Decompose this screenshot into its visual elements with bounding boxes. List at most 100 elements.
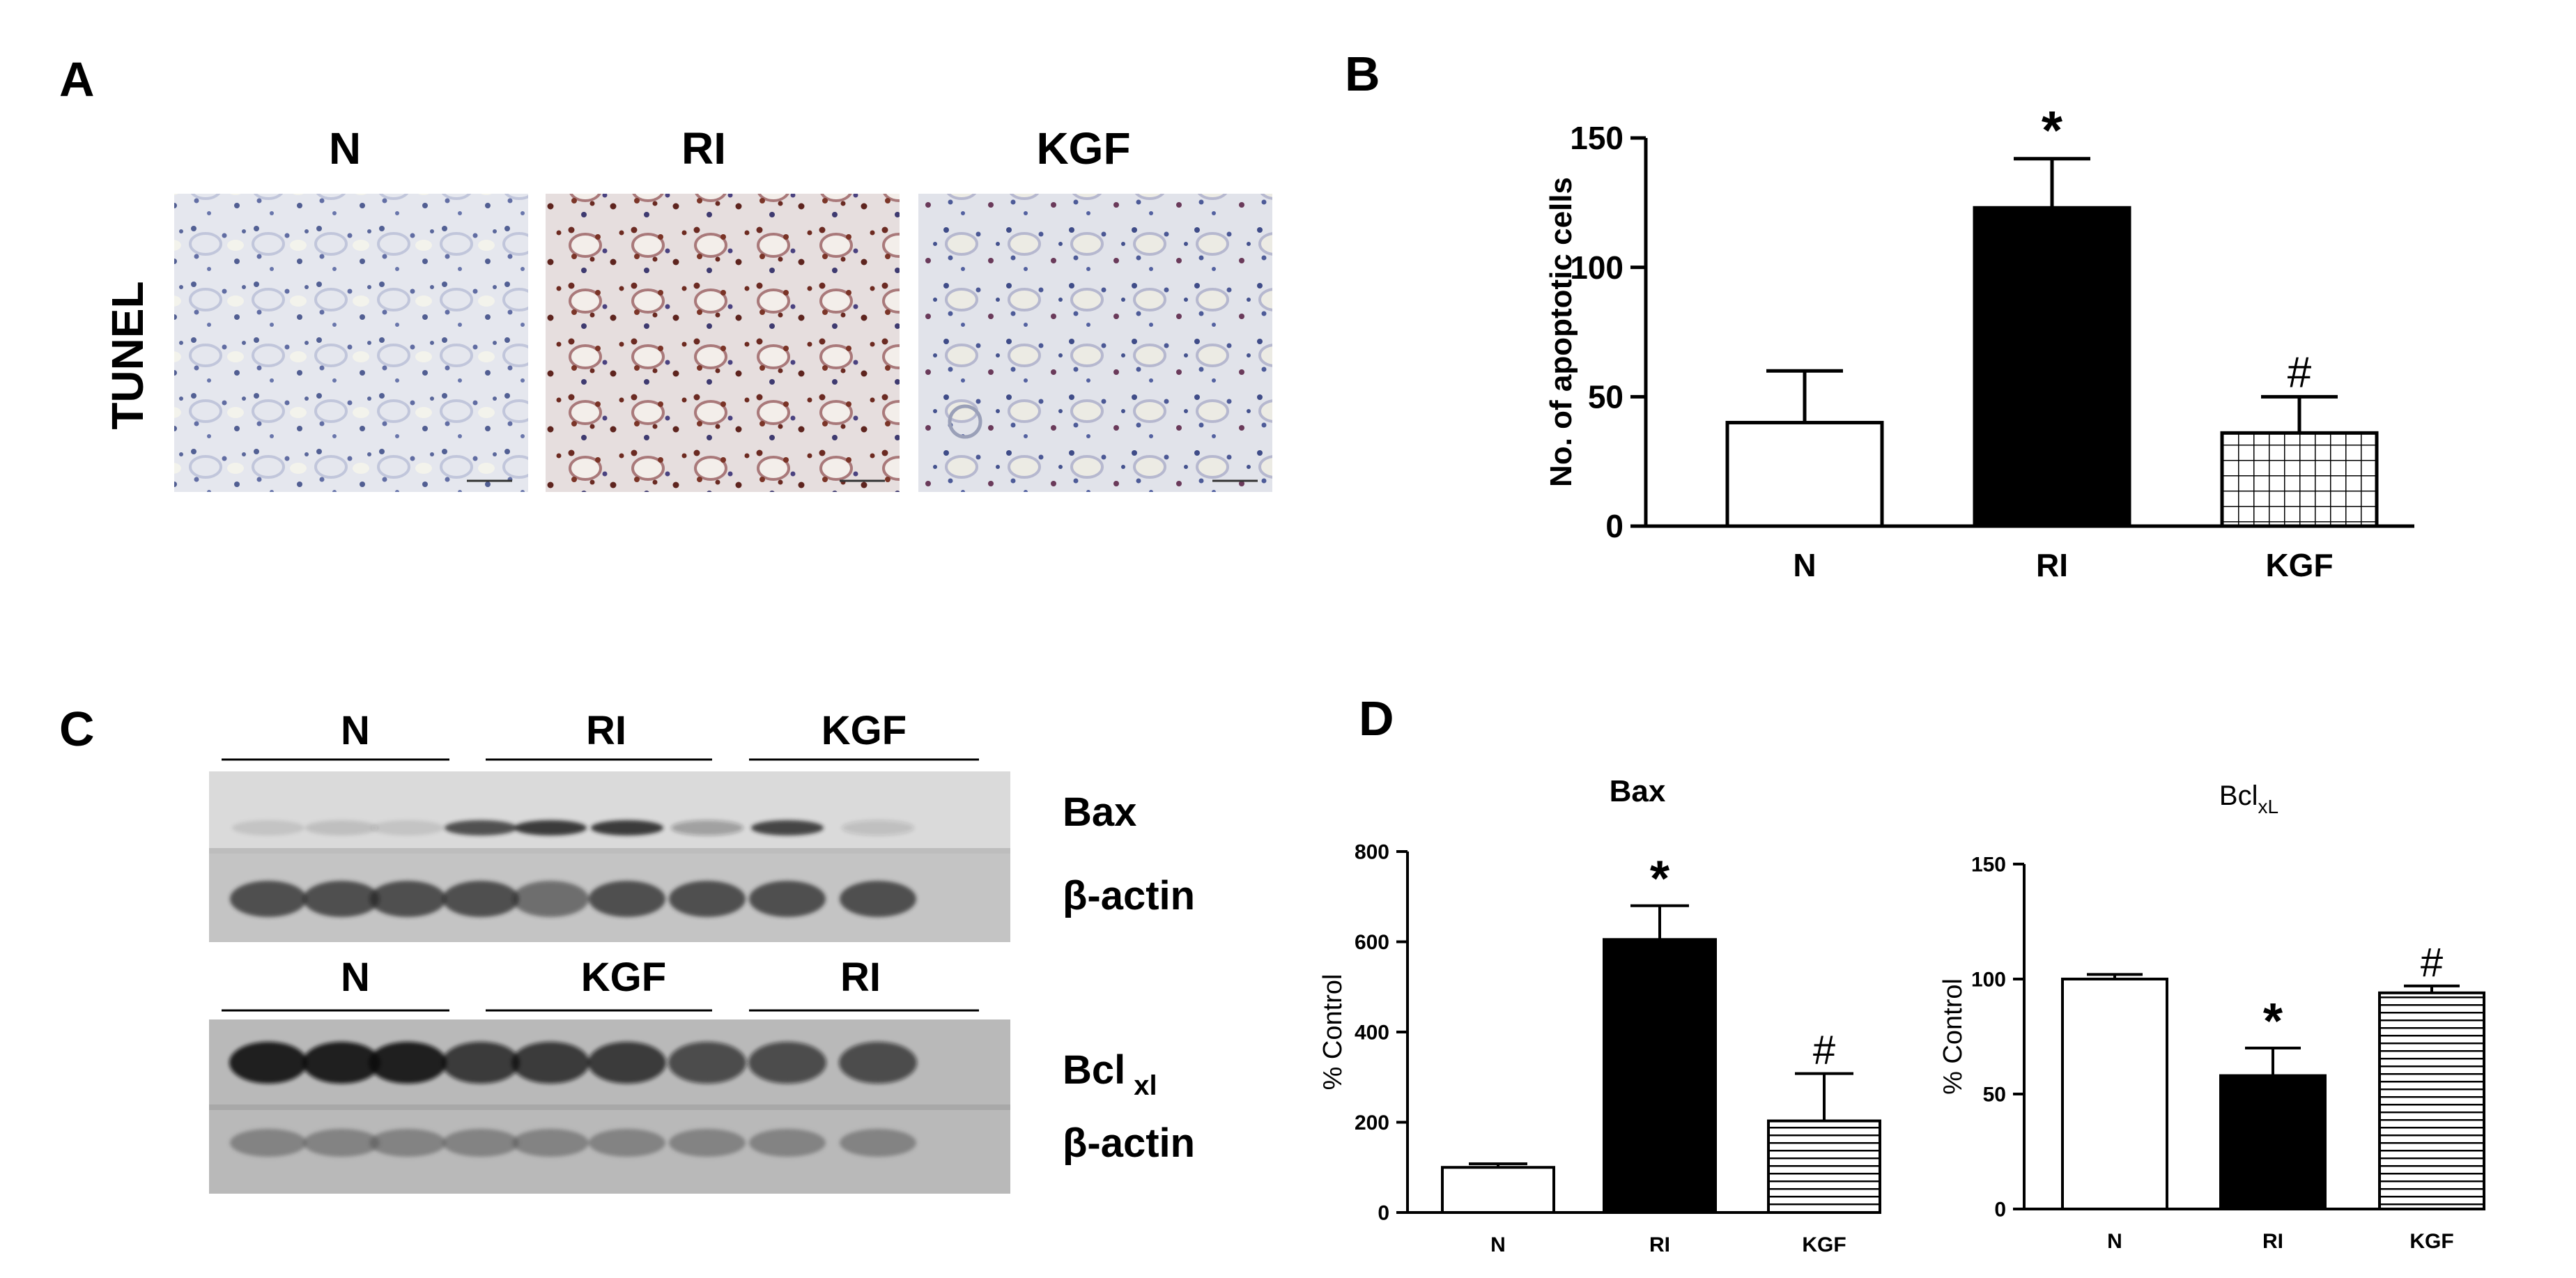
y-tick-label: 400 xyxy=(1355,1022,1389,1045)
panel-a-col-kgf-label: KGF xyxy=(1036,123,1130,174)
bar-kgf xyxy=(2378,991,2485,1211)
x-tick-label: RI xyxy=(1649,1233,1670,1256)
bax-band xyxy=(514,820,587,836)
bar-n xyxy=(1441,1166,1555,1214)
panel-b-letter: B xyxy=(1345,47,1380,101)
significance-mark: # xyxy=(2421,940,2443,985)
y-tick-label: 150 xyxy=(1971,854,2006,877)
bar-ri xyxy=(1973,206,2131,528)
panel-c: C N RI KGF Bax β-actin N KGF RI Bc xyxy=(59,702,1195,1194)
blot2-group-kgf: KGF xyxy=(581,955,666,1000)
actin-band xyxy=(749,1129,826,1157)
x-tick-label: RI xyxy=(2262,1230,2283,1253)
blot2-label-bcl-sub: xl xyxy=(1134,1070,1157,1101)
bax-band xyxy=(305,820,378,836)
micrograph-ri xyxy=(546,194,900,492)
bar-ri xyxy=(2219,1074,2327,1210)
panel-a-tunel-label: TUNEL xyxy=(102,281,153,429)
panel-d: D 0 200 400 600 800 % Control N RI * KGF # Bax 0 50 1… xyxy=(1318,691,2485,1256)
bar-kgf xyxy=(2220,431,2379,528)
actin-band xyxy=(840,1129,916,1157)
panel-b: B 0 50 100 150 No. of apoptotic cells N RI * KGF… xyxy=(1345,47,2414,583)
bcl-band xyxy=(302,1042,380,1084)
bar-n xyxy=(2061,978,2168,1210)
x-tick-label: RI xyxy=(2036,547,2068,583)
actin-band xyxy=(840,881,916,917)
significance-mark: # xyxy=(1813,1028,1835,1073)
bax-band xyxy=(671,820,743,836)
chart-title: BclxL xyxy=(2219,780,2278,817)
blot2-label-bcl-main: Bcl xyxy=(1063,1047,1125,1093)
actin-band xyxy=(230,881,307,917)
significance-mark: * xyxy=(2263,993,2283,1049)
actin-band xyxy=(669,881,746,917)
panel-a-letter: A xyxy=(59,52,95,107)
panel-a: A N RI KGF TUNEL xyxy=(59,52,1272,492)
micrograph-n xyxy=(174,194,528,492)
panel-a-col-ri-label: RI xyxy=(681,123,726,174)
y-tick-label: 100 xyxy=(1570,249,1624,286)
chart-title: Bax xyxy=(1610,774,1666,808)
western-blot-2 xyxy=(209,1019,1010,1194)
y-tick-label: 0 xyxy=(1994,1199,2006,1222)
micrograph-kgf xyxy=(918,194,1272,492)
chart-b: 0 50 100 150 No. of apoptotic cells N RI * KGF # xyxy=(1544,101,2414,583)
actin-band xyxy=(512,1129,589,1157)
actin-band xyxy=(589,881,665,917)
y-axis-label: % Control xyxy=(1938,978,1968,1095)
x-tick-label: N xyxy=(1793,547,1816,583)
blot2-label-actin: β-actin xyxy=(1063,1121,1195,1166)
bax-band xyxy=(751,820,824,836)
y-tick-label: 800 xyxy=(1355,841,1389,864)
bar-kgf xyxy=(1767,1119,1881,1214)
y-tick-label: 200 xyxy=(1355,1111,1389,1134)
y-tick-label: 150 xyxy=(1570,120,1624,156)
bcl-band xyxy=(369,1042,447,1084)
y-tick-label: 0 xyxy=(1605,508,1624,544)
bax-band xyxy=(842,820,914,836)
actin-band xyxy=(303,1129,380,1157)
actin-band xyxy=(303,881,380,917)
y-tick-label: 100 xyxy=(1971,969,2006,992)
actin-band xyxy=(669,1129,746,1157)
actin-band xyxy=(230,1129,307,1157)
y-axis-label: No. of apoptotic cells xyxy=(1544,177,1578,487)
bcl-band xyxy=(668,1042,746,1084)
bax-band xyxy=(371,820,444,836)
panel-d-letter: D xyxy=(1359,691,1394,746)
blot1-group-ri: RI xyxy=(586,708,626,753)
actin-band xyxy=(589,1129,665,1157)
bar-ri xyxy=(1603,938,1717,1214)
chart-d-left: 0 200 400 600 800 % Control N RI * KGF # Bax xyxy=(1318,774,1881,1256)
bcl-band xyxy=(748,1042,826,1084)
x-tick-label: KGF xyxy=(1802,1233,1846,1256)
x-tick-label: KGF xyxy=(2265,547,2333,583)
x-tick-label: N xyxy=(2107,1230,2122,1253)
significance-mark: * xyxy=(1650,851,1670,907)
x-tick-label: N xyxy=(1490,1233,1506,1256)
blot1-group-n: N xyxy=(341,708,370,753)
actin-band xyxy=(369,881,446,917)
bax-band xyxy=(445,820,517,836)
panel-a-col-n-label: N xyxy=(329,123,361,174)
actin-band xyxy=(749,881,826,917)
western-blot-1 xyxy=(209,771,1010,942)
y-tick-label: 600 xyxy=(1355,931,1389,954)
blot2-group-ri: RI xyxy=(840,955,881,1000)
blot1-label-bax: Bax xyxy=(1063,790,1136,835)
actin-band xyxy=(442,1129,519,1157)
bcl-band xyxy=(511,1042,589,1084)
actin-band xyxy=(442,881,519,917)
blot2-label-bcl: Bcl xl xyxy=(1063,1047,1157,1101)
actin-band xyxy=(369,1129,446,1157)
bcl-band xyxy=(442,1042,520,1084)
significance-mark: * xyxy=(2042,101,2063,161)
y-tick-label: 50 xyxy=(1983,1084,2006,1107)
blot1-label-actin: β-actin xyxy=(1063,873,1195,918)
blot1-group-kgf: KGF xyxy=(822,708,907,753)
y-axis-label: % Control xyxy=(1318,974,1348,1091)
bcl-band xyxy=(588,1042,666,1084)
bax-band xyxy=(232,820,304,836)
panel-c-letter: C xyxy=(59,702,95,756)
